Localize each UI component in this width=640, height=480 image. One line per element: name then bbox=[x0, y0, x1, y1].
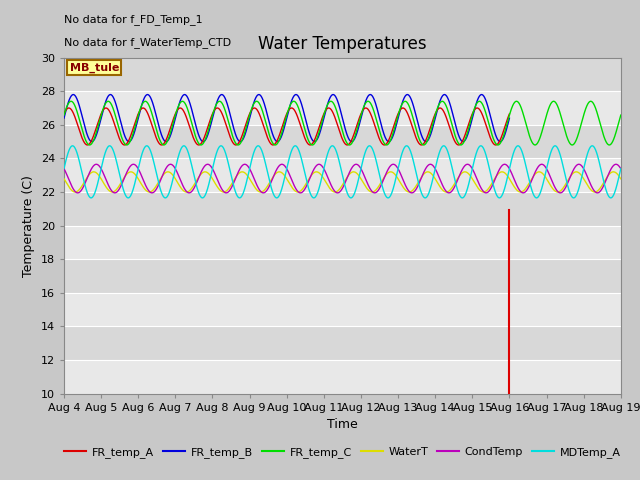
Bar bbox=[64, 125, 621, 158]
Text: No data for f_FD_Temp_1: No data for f_FD_Temp_1 bbox=[64, 14, 203, 25]
Bar bbox=[64, 360, 621, 394]
Bar bbox=[64, 293, 621, 326]
Title: Water Temperatures: Water Temperatures bbox=[258, 35, 427, 53]
Bar bbox=[64, 158, 621, 192]
Text: MB_tule: MB_tule bbox=[70, 63, 119, 73]
Bar bbox=[64, 58, 621, 91]
Bar bbox=[64, 326, 621, 360]
Y-axis label: Temperature (C): Temperature (C) bbox=[22, 175, 35, 276]
Bar bbox=[64, 259, 621, 293]
Legend: FR_temp_A, FR_temp_B, FR_temp_C, WaterT, CondTemp, MDTemp_A: FR_temp_A, FR_temp_B, FR_temp_C, WaterT,… bbox=[60, 443, 625, 463]
Bar bbox=[64, 192, 621, 226]
X-axis label: Time: Time bbox=[327, 418, 358, 431]
Text: No data for f_WaterTemp_CTD: No data for f_WaterTemp_CTD bbox=[64, 37, 231, 48]
Bar bbox=[64, 91, 621, 125]
Bar bbox=[64, 226, 621, 259]
